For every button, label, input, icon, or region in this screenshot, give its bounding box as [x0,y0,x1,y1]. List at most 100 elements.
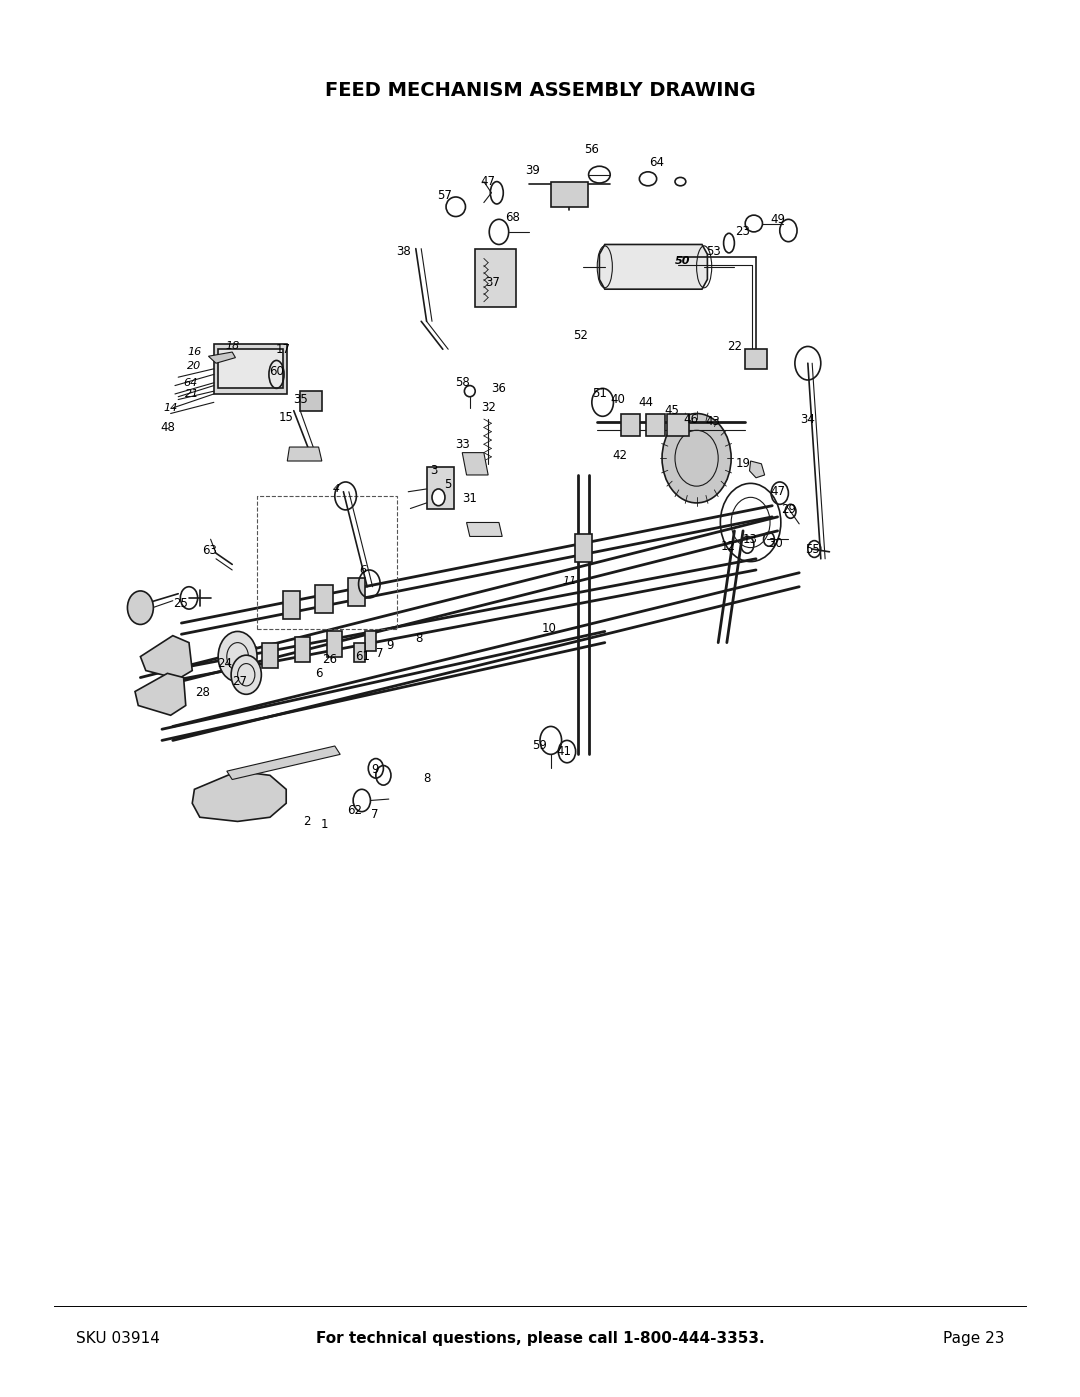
Text: 58: 58 [455,376,470,390]
Text: 47: 47 [770,485,785,499]
Text: 32: 32 [481,401,496,415]
Bar [218,349,283,388]
Bar [257,496,397,629]
Circle shape [662,414,731,503]
Bar [365,631,376,651]
Text: 47: 47 [481,175,496,189]
Text: 61: 61 [355,650,370,664]
Polygon shape [599,244,707,289]
Text: 6: 6 [360,564,366,576]
Polygon shape [140,636,192,679]
Text: 33: 33 [455,437,470,451]
Text: 44: 44 [638,395,653,409]
Circle shape [231,655,261,694]
Bar [315,585,333,613]
Text: 28: 28 [195,686,211,700]
Polygon shape [287,447,322,461]
Text: 29: 29 [781,503,796,517]
Text: 36: 36 [491,381,507,395]
Text: 13: 13 [743,532,758,546]
Polygon shape [227,746,340,780]
Text: 20: 20 [187,360,202,372]
Text: 37: 37 [485,275,500,289]
Text: 16: 16 [187,346,202,358]
Bar [300,391,322,411]
Text: 6: 6 [315,666,322,680]
Circle shape [432,489,445,506]
Bar [241,647,256,672]
Circle shape [218,631,257,682]
Text: 10: 10 [541,622,556,636]
Text: 45: 45 [664,404,679,418]
Text: 12: 12 [720,539,735,553]
Text: 25: 25 [173,597,188,610]
Text: 35: 35 [293,393,308,407]
Bar [327,631,342,657]
Polygon shape [467,522,502,536]
Text: SKU 03914: SKU 03914 [76,1331,160,1345]
Text: 19: 19 [735,457,751,471]
Text: 23: 23 [735,225,751,239]
Text: 46: 46 [684,412,699,426]
Text: 9: 9 [372,763,378,777]
Text: 50: 50 [675,256,690,267]
Bar [262,643,278,668]
Bar [427,467,454,509]
Text: 14: 14 [163,402,178,414]
Bar [295,637,310,662]
Text: 39: 39 [525,163,540,177]
Bar [283,591,300,619]
Text: 3: 3 [431,464,437,478]
Bar [475,249,516,307]
Text: 1: 1 [321,817,327,831]
Text: 55: 55 [805,542,820,556]
Text: 5: 5 [445,478,451,492]
Polygon shape [192,771,286,821]
Bar [348,578,365,606]
Bar [621,414,640,436]
Text: 43: 43 [705,415,720,429]
Text: 57: 57 [437,189,453,203]
Text: For technical questions, please call 1-800-444-3353.: For technical questions, please call 1-8… [315,1331,765,1345]
Bar [646,414,665,436]
Text: 15: 15 [279,411,294,425]
Bar [667,414,689,436]
Text: 38: 38 [396,244,411,258]
Text: 4: 4 [333,483,339,495]
Text: 59: 59 [532,739,548,753]
Bar [575,534,592,562]
Text: 68: 68 [505,211,521,225]
Text: 40: 40 [610,393,625,407]
Text: 62: 62 [347,803,362,817]
Bar [745,349,767,369]
Circle shape [127,591,153,624]
Text: 60: 60 [269,365,284,379]
Text: 17: 17 [275,342,291,356]
Polygon shape [208,352,235,363]
Text: 7: 7 [377,647,383,661]
Text: Page 23: Page 23 [943,1331,1004,1345]
Text: FEED MECHANISM ASSEMBLY DRAWING: FEED MECHANISM ASSEMBLY DRAWING [325,81,755,101]
Text: 7: 7 [372,807,378,821]
Text: 21: 21 [185,388,200,400]
Text: 27: 27 [232,675,247,689]
Text: 24: 24 [217,657,232,671]
Text: 2: 2 [303,814,310,828]
Text: 48: 48 [160,420,175,434]
Bar [214,344,287,394]
Text: 41: 41 [556,745,571,759]
Text: 53: 53 [706,244,721,258]
Text: 52: 52 [573,328,589,342]
Text: 8: 8 [416,631,422,645]
Polygon shape [135,673,186,715]
Text: 31: 31 [462,492,477,506]
Text: 9: 9 [387,638,393,652]
Polygon shape [750,461,765,478]
Bar [354,643,365,662]
Text: 26: 26 [322,652,337,666]
Text: 63: 63 [202,543,217,557]
Text: 34: 34 [800,412,815,426]
Text: 11: 11 [562,576,577,587]
Text: 64: 64 [649,155,664,169]
Text: 8: 8 [423,771,430,785]
